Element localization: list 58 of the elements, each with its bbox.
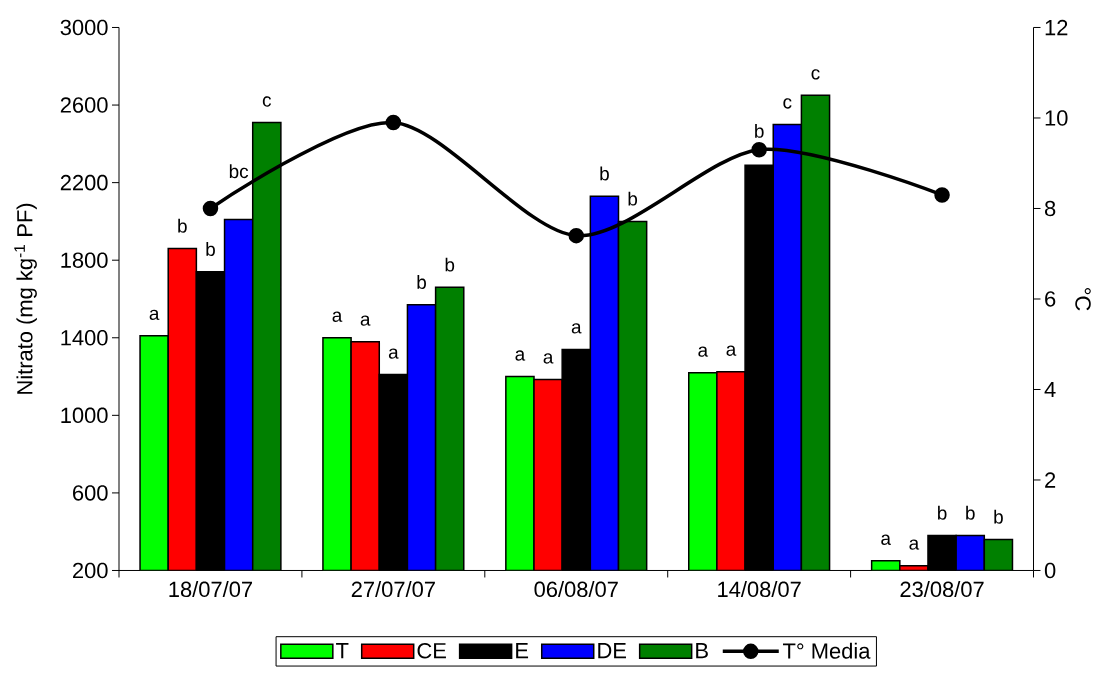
data-label: a: [515, 350, 526, 361]
y-tick-label: 600: [73, 485, 108, 501]
point: [568, 227, 585, 244]
data-label: a: [726, 345, 737, 356]
x-tick-label: 06/08/07: [534, 581, 618, 598]
data-label: b: [417, 275, 426, 289]
y-tick-label: 3000: [60, 19, 108, 36]
y2-tick-label: 4: [1044, 381, 1056, 398]
data-label: b: [994, 509, 1003, 524]
y-tick-label: 2200: [60, 174, 108, 191]
data-label: b: [600, 166, 609, 181]
legend-label: E: [516, 643, 529, 659]
data-label: b: [178, 218, 187, 233]
data-label: a: [149, 309, 160, 321]
point: [751, 141, 767, 158]
data-label: a: [360, 315, 371, 326]
x-tick-label: 27/07/07: [351, 581, 435, 598]
y-tick-label: 2600: [60, 97, 108, 113]
y2-tick-label: 10: [1045, 110, 1068, 126]
y-axis-title: Nitrato (mg kg$^{-1}$ PF): [14, 203, 37, 394]
y-tick-label: 200: [73, 562, 108, 579]
data-label: c: [262, 96, 272, 107]
legend-label: T: [336, 643, 349, 659]
legend-label: CE: [417, 642, 446, 659]
data-label: c: [783, 98, 792, 109]
x-tick-label: 14/08/07: [718, 581, 801, 598]
y2-tick-label: 8: [1044, 200, 1056, 217]
y2-tick-label: 12: [1045, 19, 1068, 36]
data-label: a: [909, 539, 920, 550]
x-tick-label: 18/07/07: [169, 581, 253, 598]
point: [934, 187, 950, 203]
data-label: a: [388, 348, 399, 359]
data-label: b: [628, 191, 638, 206]
y-tick-label: 1000: [61, 407, 108, 424]
point: [202, 200, 219, 217]
data-label: b: [938, 505, 947, 520]
legend-label: T° Media: [783, 642, 871, 659]
point: [385, 114, 402, 131]
data-label: a: [881, 534, 891, 545]
y-tick-label: 1800: [61, 252, 108, 268]
data-label: c: [811, 69, 820, 80]
legend-label: B: [696, 643, 708, 659]
data-label: b: [966, 505, 975, 520]
data-label: b: [206, 242, 215, 257]
y2-tick-label: 2: [1045, 472, 1056, 488]
data-label: b: [755, 123, 764, 138]
legend-label: DE: [598, 643, 626, 659]
x-tick-label: 23/08/07: [900, 581, 984, 598]
y2-tick-label: 6: [1045, 291, 1056, 307]
data-label: bc: [229, 164, 249, 179]
data-label: a: [543, 353, 554, 364]
data-label: b: [445, 257, 455, 272]
data-label: a: [332, 311, 343, 322]
y2-axis-title: °C: [1075, 288, 1091, 311]
y-tick-label: 1400: [61, 330, 108, 346]
data-label: a: [571, 323, 582, 334]
y2-tick-label: 0: [1044, 562, 1056, 579]
data-label: a: [698, 346, 709, 357]
